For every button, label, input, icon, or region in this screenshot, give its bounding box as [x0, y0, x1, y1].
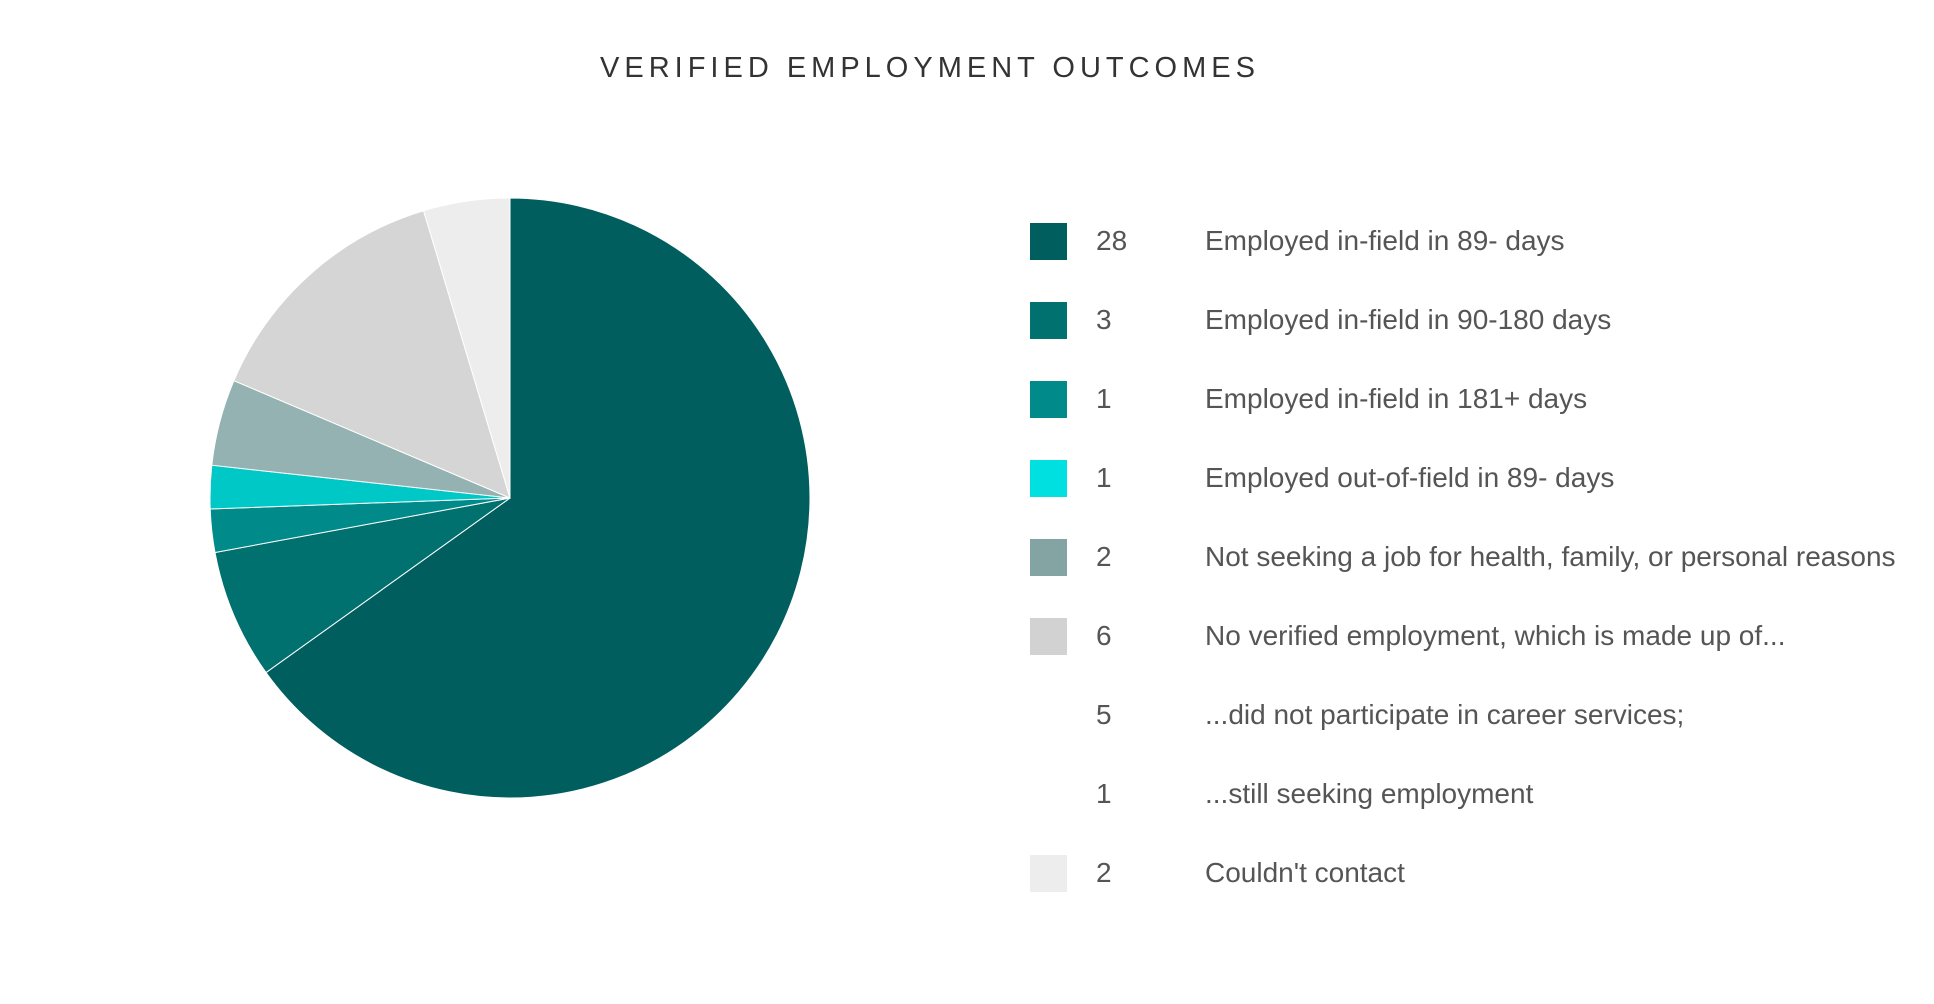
legend-swatch	[1030, 302, 1067, 339]
legend-item: 1 Employed in-field in 181+ days	[1030, 379, 1910, 419]
legend-item: 2 Not seeking a job for health, family, o…	[1030, 537, 1910, 577]
pie-slice	[265, 197, 811, 799]
legend-value: 1	[1096, 778, 1112, 809]
legend-swatch	[1030, 855, 1067, 892]
legend-value: 6	[1096, 620, 1112, 651]
legend-label: ...still seeking employment	[1205, 778, 1534, 809]
legend-swatch	[1030, 223, 1067, 260]
legend-item: 3 Employed in-field in 90-180 days	[1030, 300, 1910, 340]
legend-label: No verified employment, which is made up…	[1205, 620, 1786, 651]
legend-item: 2 Couldn't contact	[1030, 853, 1910, 893]
legend-item: 28 Employed in-field in 89- days	[1030, 221, 1910, 261]
legend-value: 2	[1096, 541, 1112, 572]
legend-value: 1	[1096, 383, 1112, 414]
legend-swatch	[1030, 381, 1067, 418]
legend-label: Not seeking a job for health, family, or…	[1205, 541, 1896, 572]
legend-value: 3	[1096, 304, 1112, 335]
legend-swatch	[1030, 539, 1067, 576]
legend-label: Employed in-field in 181+ days	[1205, 383, 1588, 414]
legend-value: 5	[1096, 699, 1112, 730]
legend-value: 28	[1096, 225, 1128, 256]
legend-label: Couldn't contact	[1205, 857, 1405, 888]
legend-label: Employed in-field in 89- days	[1205, 225, 1565, 256]
legend-swatch	[1030, 618, 1067, 655]
pie-slice	[422, 197, 511, 499]
legend-value: 2	[1096, 857, 1112, 888]
pie-slice	[233, 210, 511, 499]
legend-value: 1	[1096, 462, 1112, 493]
legend-label: Employed out-of-field in 89- days	[1205, 462, 1615, 493]
legend-label: ...did not participate in career service…	[1205, 699, 1685, 730]
pie-svg	[209, 197, 811, 799]
legend-item: 5 ...did not participate in career servic…	[1030, 695, 1910, 735]
pie-slice	[214, 497, 511, 674]
legend-swatch	[1030, 460, 1067, 497]
chart-title: VERIFIED EMPLOYMENT OUTCOMES	[600, 52, 1260, 84]
legend-item: 6 No verified employment, which is made u…	[1030, 616, 1910, 656]
legend-item: 1 ...still seeking employment	[1030, 774, 1910, 814]
pie-chart	[200, 188, 820, 808]
legend-label: Employed in-field in 90-180 days	[1205, 304, 1612, 335]
legend-item: 1 Employed out-of-field in 89- days	[1030, 458, 1910, 498]
